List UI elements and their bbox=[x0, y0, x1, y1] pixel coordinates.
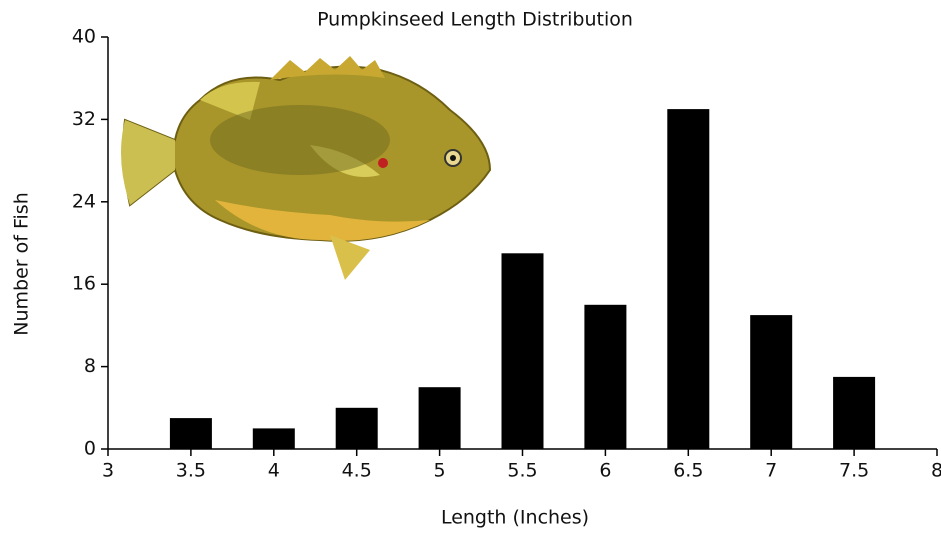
bar bbox=[418, 387, 461, 449]
x-tick-label: 3.5 bbox=[176, 460, 206, 482]
bar bbox=[584, 304, 627, 449]
y-tick-label: 32 bbox=[72, 108, 96, 130]
y-axis-label: Number of Fish bbox=[11, 192, 33, 335]
y-tick-label: 8 bbox=[84, 355, 96, 377]
x-tick-label: 7.5 bbox=[839, 460, 869, 482]
x-tick-label: 8 bbox=[931, 460, 941, 482]
x-tick-label: 6 bbox=[599, 460, 611, 482]
bar bbox=[667, 109, 710, 449]
bar bbox=[833, 376, 876, 449]
bar bbox=[252, 428, 295, 449]
y-tick-label: 40 bbox=[72, 26, 96, 48]
x-tick-label: 3 bbox=[102, 460, 114, 482]
x-tick-label: 7 bbox=[765, 460, 777, 482]
bar bbox=[169, 418, 212, 449]
chart-title: Pumpkinseed Length Distribution bbox=[317, 9, 633, 31]
y-tick-label: 16 bbox=[72, 273, 96, 295]
bar bbox=[335, 407, 378, 449]
bar bbox=[501, 253, 544, 449]
y-tick-label: 0 bbox=[84, 438, 96, 460]
x-tick-label: 5 bbox=[434, 460, 446, 482]
x-tick-label: 6.5 bbox=[673, 460, 703, 482]
bar bbox=[750, 315, 793, 449]
x-axis-label: Length (Inches) bbox=[441, 507, 589, 529]
x-tick-label: 4.5 bbox=[342, 460, 372, 482]
x-tick-label: 4 bbox=[268, 460, 280, 482]
x-tick-label: 5.5 bbox=[507, 460, 537, 482]
y-tick-label: 24 bbox=[72, 190, 96, 212]
fish-illustration bbox=[121, 56, 492, 280]
